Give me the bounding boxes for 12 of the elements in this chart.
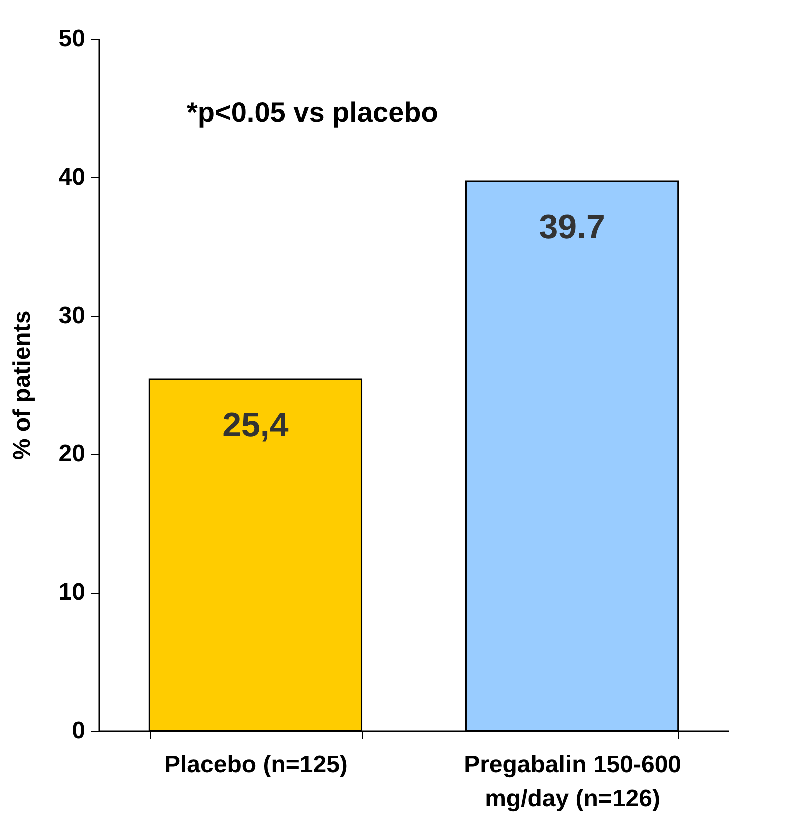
y-axis-title: % of patients bbox=[8, 310, 36, 460]
y-tick-label: 20 bbox=[58, 440, 86, 468]
data-label: 39.7 bbox=[539, 208, 606, 247]
y-tick-label: 10 bbox=[58, 579, 86, 606]
annotation: *p<0.05 vs placebo bbox=[187, 97, 438, 128]
y-tick-label: 50 bbox=[58, 26, 86, 52]
x-tick-label: Placebo (n=125) bbox=[164, 752, 348, 778]
y-tick-label: 40 bbox=[58, 164, 86, 191]
y-tick-label: 30 bbox=[58, 302, 86, 330]
y-tick-label: 0 bbox=[72, 718, 86, 744]
data-label: 25,4 bbox=[222, 406, 289, 444]
x-tick-label: Pregabalin 150-600 mg/day (n=126) bbox=[464, 752, 682, 812]
